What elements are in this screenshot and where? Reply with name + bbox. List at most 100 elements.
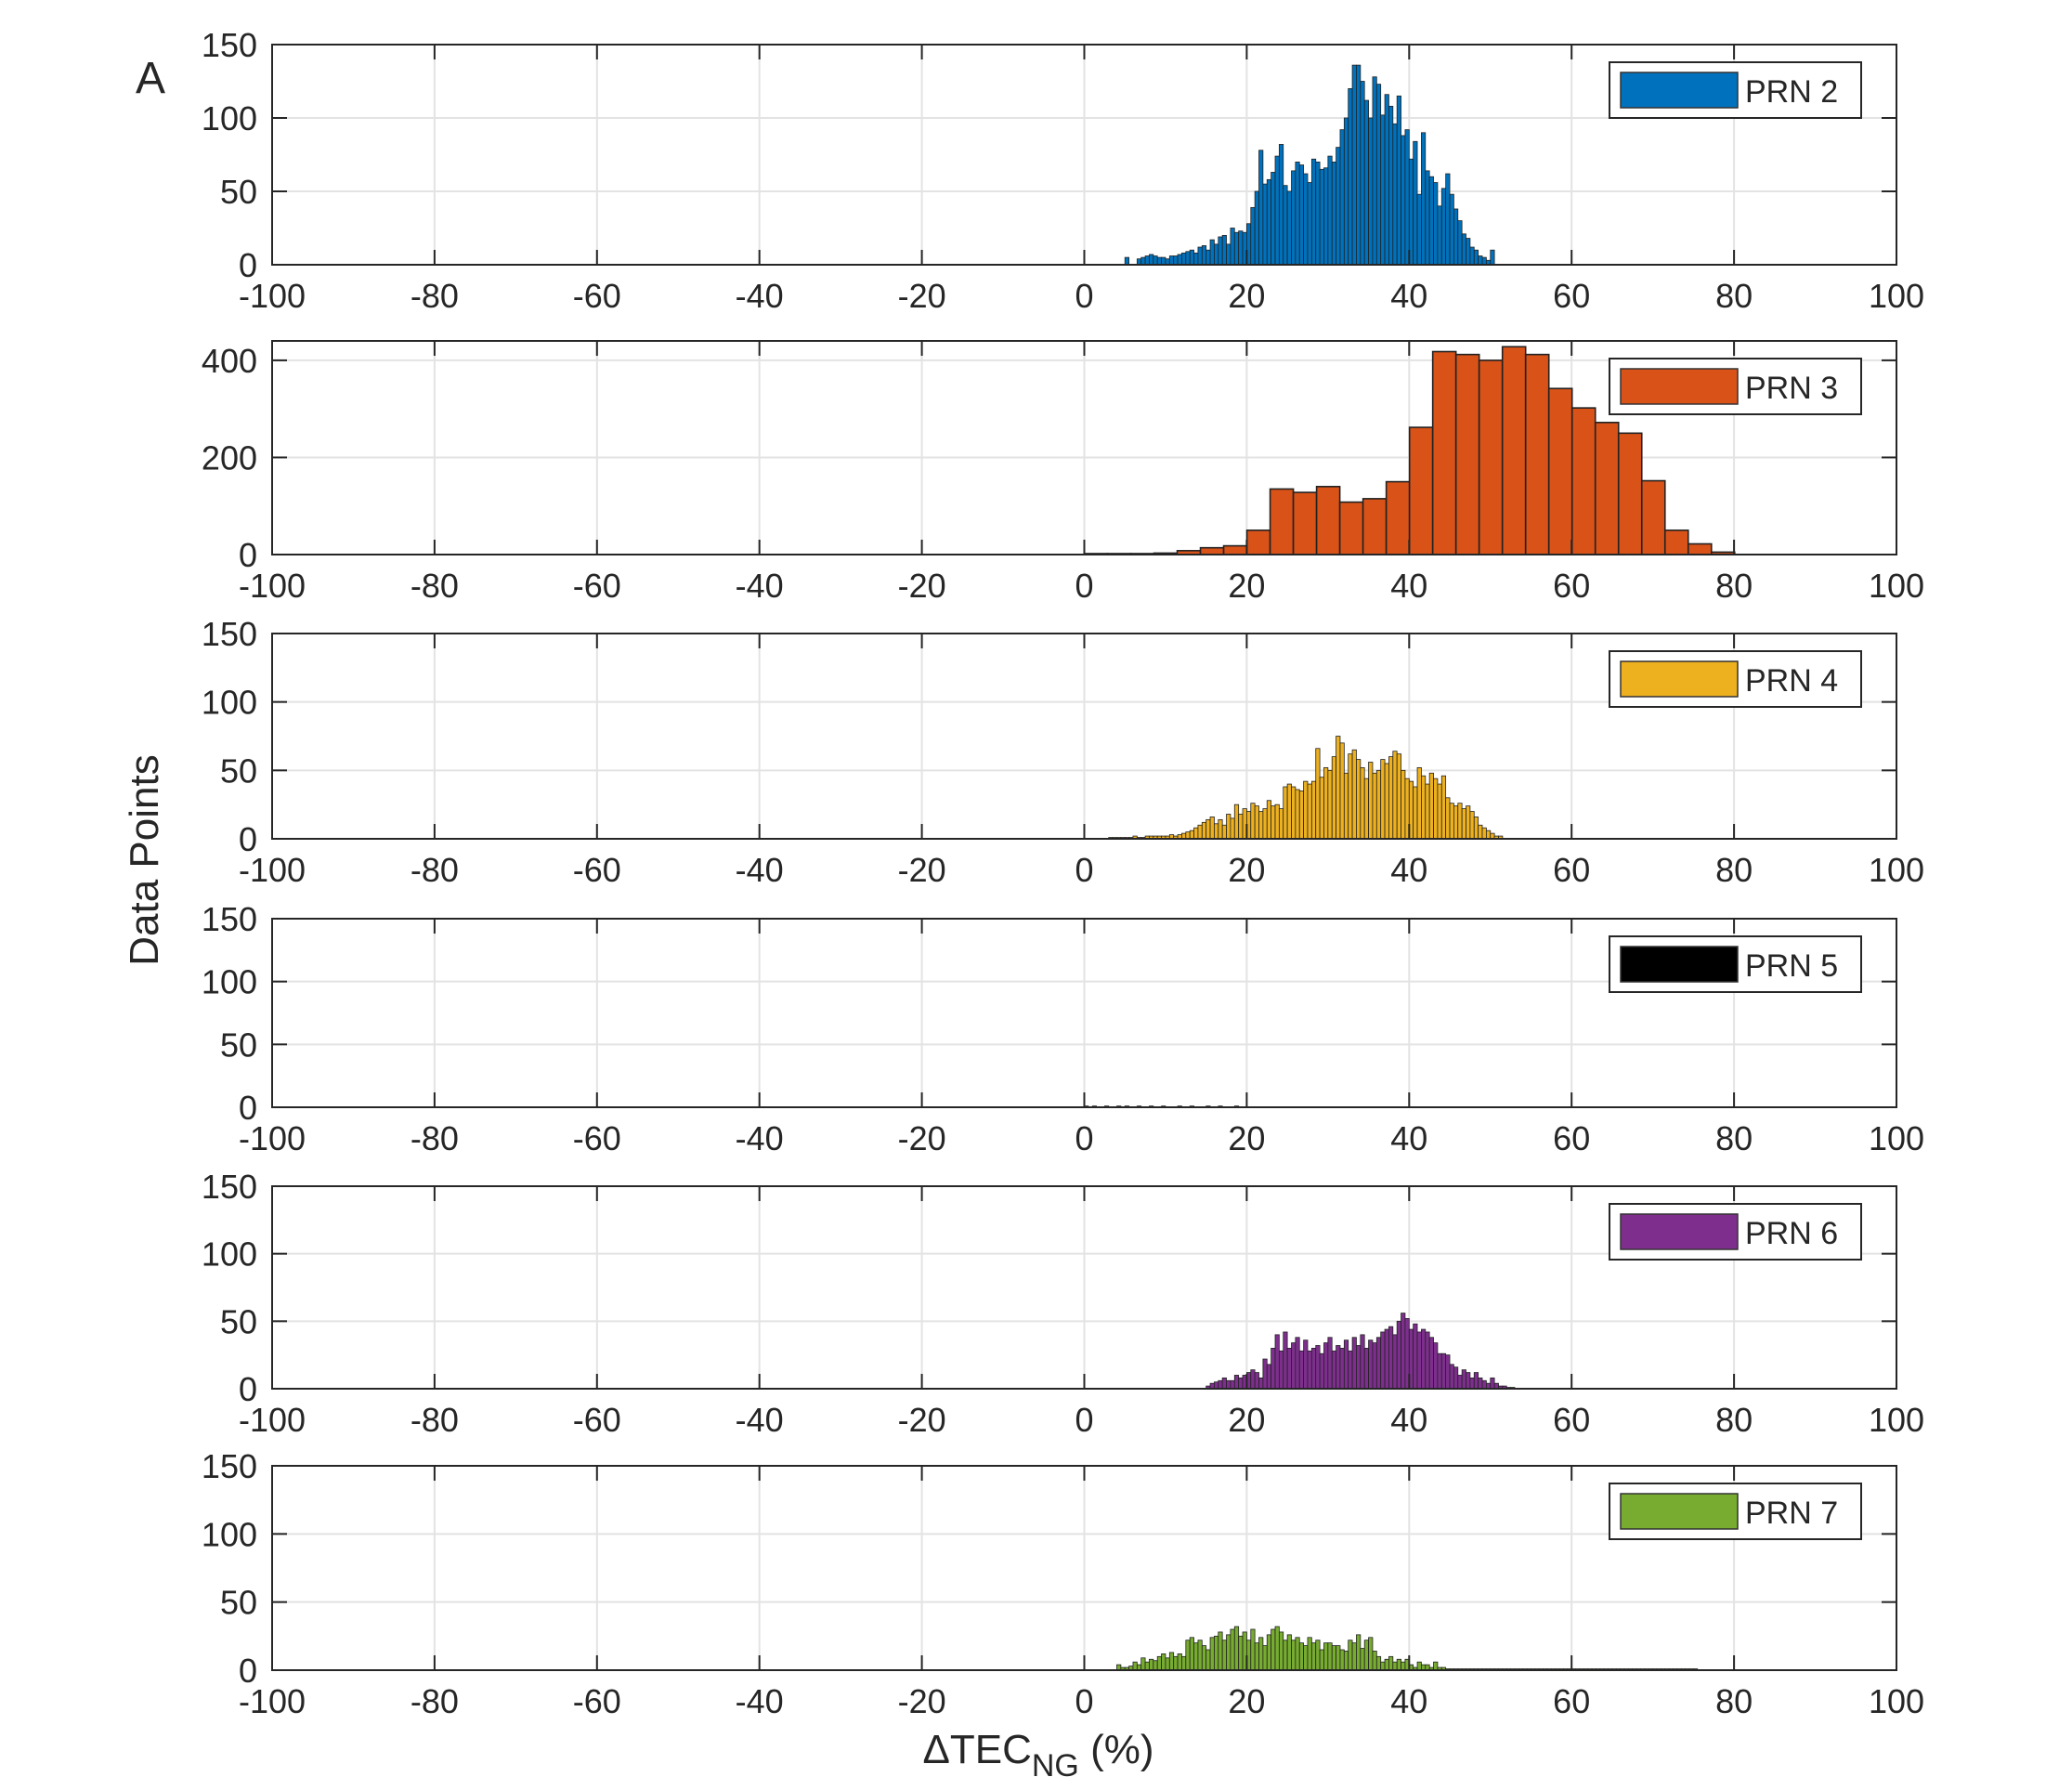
y-tick-label: 0: [239, 820, 257, 858]
legend-swatch: [1620, 946, 1739, 983]
histogram-bar: [1286, 1634, 1292, 1671]
x-tick-label: 80: [1715, 1119, 1753, 1157]
x-tick-label: -80: [410, 1682, 459, 1720]
histogram-bar: [1181, 252, 1187, 266]
histogram-bar: [1461, 233, 1466, 266]
x-tick-label: 80: [1715, 1401, 1753, 1439]
histogram-bar: [1197, 824, 1203, 840]
histogram-bar: [1238, 1635, 1244, 1671]
histogram-bar: [1233, 231, 1240, 266]
x-tick-label: 40: [1390, 567, 1427, 605]
x-tick-label: 40: [1390, 1401, 1427, 1439]
histogram-bar: [1327, 1337, 1333, 1390]
histogram-bar: [1303, 1645, 1309, 1671]
histogram-bar: [1189, 249, 1194, 266]
histogram-bar: [1185, 831, 1191, 840]
histogram-bar: [1274, 155, 1280, 266]
histogram-bar: [1362, 498, 1388, 555]
legend-swatch: [1620, 72, 1739, 109]
histogram-bar: [1401, 769, 1406, 840]
histogram-bar: [1286, 1348, 1292, 1390]
histogram-bar: [1205, 249, 1211, 266]
histogram-bar: [1274, 1626, 1280, 1671]
histogram-bar: [1189, 830, 1194, 840]
histogram-bar: [1640, 479, 1666, 555]
x-tick-label: -80: [410, 1119, 459, 1157]
histogram-bar: [1481, 1379, 1487, 1390]
histogram-bar: [1481, 256, 1487, 266]
histogram-bar: [1298, 164, 1305, 266]
histogram-bar: [1291, 1640, 1297, 1671]
histogram-bar: [1221, 234, 1227, 266]
histogram-bar: [1440, 1352, 1447, 1390]
chart-panel-2: -100 -80 -60 -40 -20 0 20 40 60 80 100 0 200 400 PRN 3: [202, 340, 1924, 605]
histogram-bar: [1168, 255, 1175, 266]
histogram-bar: [1214, 1381, 1219, 1390]
histogram-bar: [1453, 208, 1459, 266]
x-tick-label: -80: [410, 851, 459, 889]
legend-swatch: [1620, 368, 1739, 405]
x-tick-label: -20: [898, 567, 946, 605]
histogram-bar: [1197, 1640, 1203, 1671]
histogram-bar: [1490, 1377, 1495, 1390]
histogram-bar: [1323, 1642, 1329, 1671]
histogram-bar: [1501, 346, 1527, 555]
x-tick-label: 40: [1390, 851, 1427, 889]
histogram-bar: [1336, 1345, 1341, 1390]
x-tick-label: 60: [1553, 567, 1590, 605]
histogram-bar: [1165, 1657, 1170, 1671]
histogram-bar: [1392, 751, 1398, 840]
histogram-bar: [1425, 170, 1430, 266]
histogram-bar: [1230, 228, 1235, 266]
y-tick-label: 150: [202, 26, 257, 64]
histogram-bar: [1269, 488, 1295, 555]
x-tick-label: 80: [1715, 277, 1753, 315]
x-tick-label: -60: [573, 1401, 621, 1439]
legend-label: PRN 7: [1745, 1496, 1838, 1531]
histogram-bar: [1445, 797, 1451, 840]
histogram-bar: [1416, 1331, 1422, 1390]
histogram-bar: [1214, 243, 1219, 266]
histogram-bar: [1440, 775, 1447, 840]
histogram-bar: [1466, 238, 1471, 266]
histogram-bar: [1233, 1626, 1240, 1671]
histogram-bar: [1291, 170, 1297, 266]
x-tick-label: -80: [410, 1401, 459, 1439]
histogram-bar: [1315, 161, 1321, 266]
histogram-bar: [1469, 811, 1475, 840]
x-tick-label: -80: [410, 567, 459, 605]
histogram-bar: [1310, 1348, 1317, 1390]
x-axis-label-sub: NG: [1032, 1748, 1079, 1777]
histogram-bar: [1336, 1645, 1341, 1671]
histogram-bar: [1401, 135, 1406, 266]
histogram-bar: [1339, 1649, 1345, 1671]
histogram-bar: [1473, 817, 1479, 840]
histogram-bar: [1319, 1352, 1324, 1390]
histogram-bar: [1193, 1642, 1199, 1671]
y-tick-label: 0: [239, 1089, 257, 1127]
x-axis-label-main: ΔTEC: [922, 1727, 1031, 1772]
histogram-bar: [1307, 1350, 1312, 1390]
histogram-bar: [1431, 350, 1457, 555]
histogram-bar: [1461, 1369, 1466, 1390]
x-tick-label: 60: [1553, 851, 1590, 889]
y-tick-label: 400: [202, 342, 257, 380]
x-tick-label: 60: [1553, 1682, 1590, 1720]
histogram-bar: [1343, 1651, 1349, 1671]
histogram-bar: [1307, 783, 1312, 840]
histogram-bar: [1254, 805, 1259, 840]
chart-panel-1: -100 -80 -60 -40 -20 0 20 40 60 80 100 0 50 100 150 PRN…: [202, 26, 1924, 315]
histogram-bar: [1185, 1640, 1191, 1671]
histogram-bar: [1416, 193, 1422, 266]
histogram-bar: [1478, 824, 1483, 840]
histogram-bar: [1323, 766, 1329, 840]
histogram-bar: [1454, 353, 1480, 555]
histogram-bar: [1262, 808, 1268, 840]
histogram-bar: [1437, 205, 1442, 266]
histogram-bar: [1278, 1631, 1284, 1671]
x-tick-label: -60: [573, 851, 621, 889]
histogram-bar: [1278, 144, 1284, 266]
histogram-bar: [1327, 769, 1333, 840]
y-tick-label: 200: [202, 438, 257, 477]
histogram-bar: [1292, 491, 1318, 555]
